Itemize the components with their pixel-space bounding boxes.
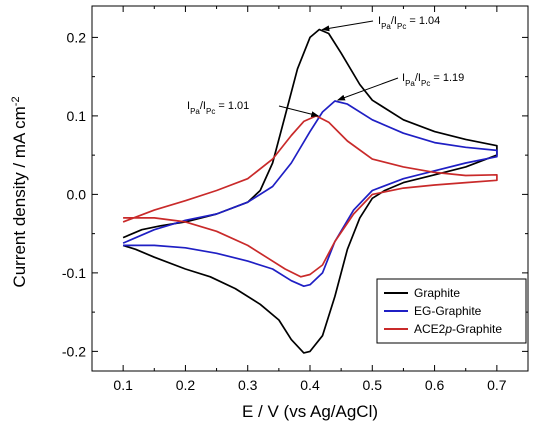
x-axis-title: E / V (vs Ag/AgCl) xyxy=(242,402,378,421)
y-tick-label: -0.1 xyxy=(62,265,86,281)
y-axis-title-sup: -2 xyxy=(10,96,22,106)
x-tick-label: 0.6 xyxy=(425,377,445,393)
series-line-ace2p-graphite xyxy=(122,115,498,278)
annotation-arrow xyxy=(278,105,320,118)
peak-ratio-annotation: IPa/IPc = 1.01 xyxy=(187,100,249,116)
annotation-arrow xyxy=(336,77,399,101)
x-tick-label: 0.7 xyxy=(487,377,507,393)
x-tick-label: 0.2 xyxy=(176,377,196,393)
annotations: IPa/IPc = 1.04 IPa/IPc = 1.19 IPa/IPc = 1.… xyxy=(187,15,464,118)
y-tick-label: 0.1 xyxy=(67,108,87,124)
legend-label: Graphite xyxy=(414,286,460,300)
x-tick-label: 0.1 xyxy=(113,377,133,393)
y-tick-label: 0.2 xyxy=(67,29,87,45)
x-tick-label: 0.5 xyxy=(363,377,383,393)
annotation-arrow xyxy=(321,20,374,32)
y-axis-title: Current density / mA cm-2 xyxy=(10,96,29,287)
legend-label: ACE2p-Graphite xyxy=(414,322,502,336)
y-tick-label: -0.2 xyxy=(62,343,86,359)
axis-ticks: 0.1 0.2 0.3 0.4 0.5 0.6 0.7 -0.2 -0.1 0.0 0.1 0.2 xyxy=(62,6,528,393)
y-tick-label: 0.0 xyxy=(67,186,87,202)
peak-ratio-annotation: IPa/IPc = 1.04 xyxy=(378,15,440,31)
series-layer xyxy=(122,28,498,354)
legend-label: EG-Graphite xyxy=(414,304,482,318)
x-tick-label: 0.3 xyxy=(238,377,258,393)
y-axis-title-base: Current density / mA cm xyxy=(10,106,29,287)
peak-ratio-annotation: IPa/IPc = 1.19 xyxy=(402,72,464,88)
x-tick-label: 0.4 xyxy=(300,377,320,393)
legend: Graphite EG-Graphite ACE2p-Graphite xyxy=(376,278,527,344)
series-line-eg-graphite xyxy=(122,100,498,288)
